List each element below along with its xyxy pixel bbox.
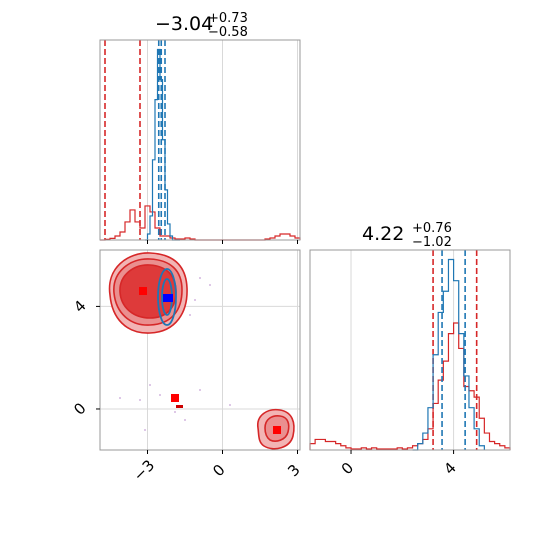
tick-label: 0 — [338, 459, 357, 478]
title-y-plus: +0.76 — [412, 221, 452, 236]
sample-dot — [199, 389, 201, 391]
sample-dot — [184, 419, 186, 421]
title-x-median: −3.04 — [155, 13, 213, 35]
truth-marker-red — [273, 426, 281, 434]
sample-dot — [209, 284, 211, 286]
x-tick-label: 3 — [284, 461, 303, 480]
title-y-median: 4.22 — [362, 223, 404, 245]
sample-dot — [139, 399, 141, 401]
axes-frame-bottom-right — [309, 249, 511, 451]
red-contour-inner — [119, 264, 177, 319]
title-x-minus: −0.58 — [208, 25, 248, 40]
sample-dot — [149, 384, 151, 386]
truth-marker-red — [139, 287, 147, 295]
histogram-series — [309, 322, 511, 450]
sample-dot — [144, 429, 146, 431]
sample-dot — [189, 314, 191, 316]
sample-dot — [174, 411, 176, 413]
marginal-histogram-x: −3.04 +0.73 −0.58 — [99, 11, 301, 244]
axes-frame-top-left — [99, 39, 301, 241]
truth-marker-red — [171, 394, 179, 402]
title-y-minus: −1.02 — [412, 235, 452, 250]
histogram-series — [412, 258, 485, 451]
marginal-histogram-y: 0 4 4.22 +0.76 −1.02 — [309, 221, 511, 478]
sample-dot — [199, 277, 201, 279]
title-x-plus: +0.73 — [208, 11, 248, 26]
sample-dot — [119, 397, 121, 399]
y-tick-label: 4 — [70, 297, 89, 316]
truth-marker-blue — [163, 294, 173, 302]
histogram-series — [100, 205, 301, 241]
blue-contour-outer — [157, 268, 177, 326]
axes-frame-bottom-left — [99, 249, 301, 451]
sample-dot — [159, 394, 161, 396]
tick-label: 4 — [440, 459, 459, 478]
x-tick-label: 0 — [209, 461, 228, 480]
sample-dot — [229, 404, 231, 406]
joint-contour-panel: −3 0 3 0 4 — [70, 249, 304, 485]
small-red-mark — [176, 405, 183, 408]
sample-dot — [194, 299, 196, 301]
contour-layers — [108, 252, 295, 450]
x-tick-label: −3 — [130, 456, 158, 484]
y-tick-label: 0 — [70, 399, 89, 418]
